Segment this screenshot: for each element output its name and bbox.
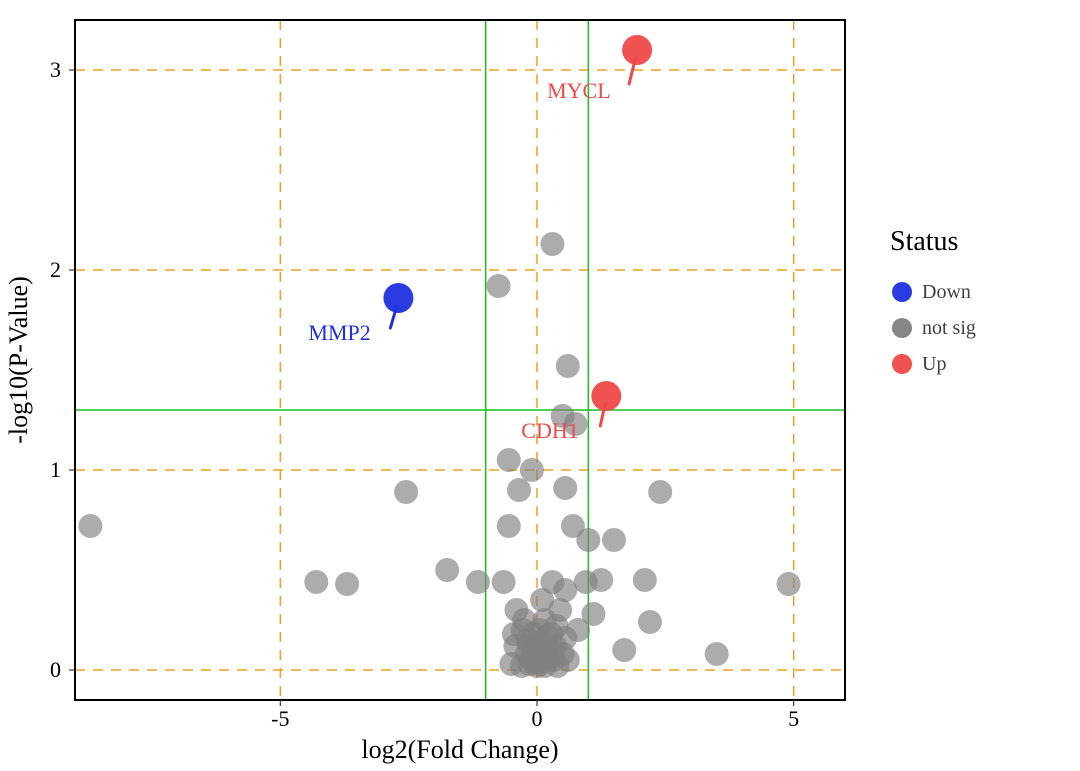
legend-key [892,318,912,338]
legend-key [892,354,912,374]
point-notsig [581,602,605,626]
point-notsig [777,572,801,596]
point-notsig [638,610,662,634]
point-sig [591,381,621,411]
y-tick-label: 3 [50,57,61,82]
point-notsig [602,528,626,552]
point-notsig [576,528,600,552]
point-notsig [548,598,572,622]
y-tick-label: 0 [50,657,61,682]
legend-item-label: Up [922,353,946,375]
point-notsig [556,354,580,378]
point-notsig [612,638,636,662]
point-notsig [466,570,490,594]
point-notsig [553,476,577,500]
point-notsig [497,448,521,472]
point-notsig [556,648,580,672]
point-notsig [520,458,544,482]
point-notsig [78,514,102,538]
y-tick-label: 1 [50,457,61,482]
point-notsig [394,480,418,504]
x-tick-label: 5 [788,706,799,731]
annotation-label: MYCL [547,78,611,103]
point-notsig [335,572,359,596]
y-tick-label: 2 [50,257,61,282]
annotation-label: CDH1 [521,418,578,443]
x-axis-label: log2(Fold Change) [361,735,558,764]
chart-container: MMP2 CDH1 MYCL -5 0 5 log2(Fold Change) 0 1 2 3 -lo… [0,0,1080,771]
x-tick-label: 0 [532,706,543,731]
point-sig [622,35,652,65]
volcano-plot: MMP2 CDH1 MYCL -5 0 5 log2(Fold Change) 0 1 2 3 -lo… [0,0,1080,771]
point-notsig [705,642,729,666]
point-notsig [492,570,516,594]
legend-item-label: not sig [922,317,976,339]
point-notsig [553,578,577,602]
point-notsig [648,480,672,504]
point-notsig [589,568,613,592]
y-axis-label: -log10(P-Value) [4,276,33,444]
legend-item-label: Down [922,281,971,303]
legend-title: Status [890,226,958,257]
point-notsig [304,570,328,594]
point-notsig [435,558,459,582]
point-notsig [507,478,531,502]
point-notsig [497,514,521,538]
point-notsig [540,232,564,256]
point-sig [383,283,413,313]
annotation-label: MMP2 [308,320,370,345]
point-notsig [487,274,511,298]
point-notsig [633,568,657,592]
x-tick-label: -5 [271,706,289,731]
legend-key [892,282,912,302]
